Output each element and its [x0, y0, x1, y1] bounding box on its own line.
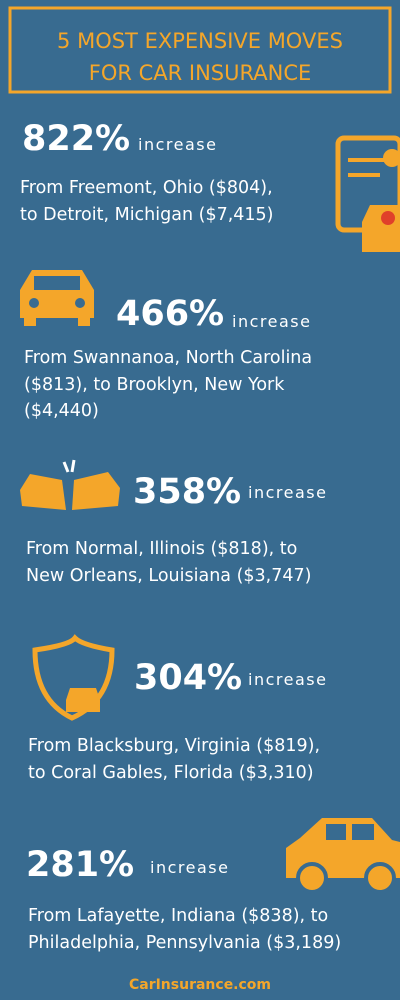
- description-line: to Coral Gables, Florida ($3,310): [28, 763, 314, 783]
- shield-icon: [32, 634, 115, 721]
- increase-label: increase: [138, 135, 217, 154]
- increase-label: increase: [232, 312, 311, 331]
- percent: 466%: [116, 294, 224, 334]
- description-line: From Swannanoa, North Carolina: [24, 348, 312, 368]
- title-box: [8, 6, 392, 94]
- title-line: FOR CAR INSURANCE: [89, 61, 312, 85]
- increase-label: increase: [150, 858, 229, 877]
- percent: 281%: [26, 845, 134, 885]
- percent: 822%: [22, 119, 130, 159]
- description-line: ($813), to Brooklyn, New York: [24, 375, 285, 395]
- increase-label: increase: [248, 483, 327, 502]
- title-line: 5 MOST EXPENSIVE MOVES: [57, 29, 343, 53]
- description-line: New Orleans, Louisiana ($3,747): [26, 566, 311, 586]
- description-line: ($4,440): [24, 401, 99, 421]
- description-line: From Lafayette, Indiana ($838), to: [28, 906, 328, 926]
- car-icon: [286, 818, 400, 894]
- percent: 358%: [133, 472, 241, 512]
- footer: CarInsurance.com: [129, 977, 271, 993]
- certificate-icon: [335, 135, 400, 252]
- description-line: to Detroit, Michigan ($7,415): [20, 205, 274, 225]
- car-icon: [20, 270, 94, 326]
- description-line: From Freemont, Ohio ($804),: [20, 178, 273, 198]
- crash-icon: [20, 459, 120, 510]
- description-line: From Blacksburg, Virginia ($819),: [28, 736, 320, 756]
- increase-label: increase: [248, 670, 327, 689]
- description-line: Philadelphia, Pennsylvania ($3,189): [28, 933, 341, 953]
- description-line: From Normal, Illinois ($818), to: [26, 539, 297, 559]
- percent: 304%: [134, 658, 242, 698]
